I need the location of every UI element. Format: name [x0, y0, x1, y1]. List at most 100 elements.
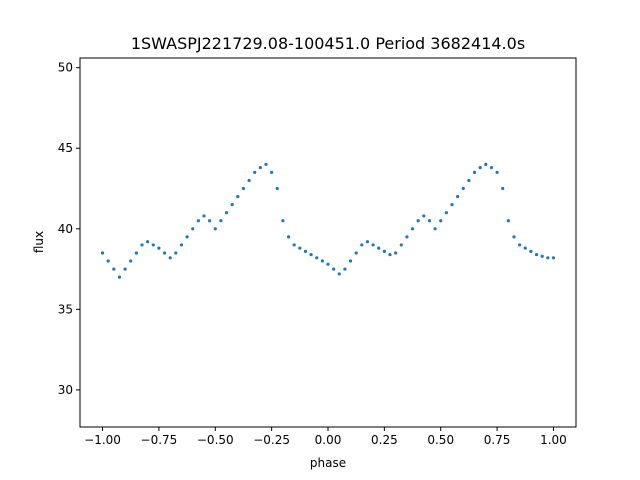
data-point: [495, 170, 499, 175]
data-point: [253, 170, 257, 175]
data-point: [224, 211, 229, 215]
data-point: [337, 272, 341, 276]
y-tick-label: 50: [58, 61, 73, 75]
data-point: [410, 227, 415, 231]
data-point: [275, 186, 279, 191]
data-point: [236, 194, 240, 199]
data-points: [100, 162, 556, 279]
data-point: [117, 275, 122, 279]
data-point: [365, 240, 370, 244]
data-point: [112, 267, 116, 271]
data-point: [416, 219, 420, 223]
y-tick-label: 30: [58, 383, 73, 397]
y-axis-label: flux: [32, 231, 46, 253]
data-point: [461, 186, 465, 191]
x-tick-label: −1.00: [84, 433, 121, 447]
data-point: [179, 243, 184, 247]
x-tick-label: 1.00: [540, 433, 567, 447]
data-point: [264, 162, 268, 166]
x-tick-label: −0.25: [253, 433, 290, 447]
data-point: [241, 186, 246, 191]
data-point: [433, 227, 437, 231]
data-point: [382, 249, 386, 253]
data-point: [472, 170, 477, 175]
data-point: [286, 235, 291, 239]
data-point: [332, 267, 336, 271]
data-point: [106, 259, 110, 263]
data-point: [489, 165, 494, 170]
data-point: [123, 267, 127, 271]
data-point: [343, 267, 347, 271]
data-point: [427, 219, 432, 223]
data-point: [230, 203, 234, 207]
data-point: [315, 256, 319, 260]
data-point: [134, 251, 138, 255]
data-point: [529, 249, 533, 253]
data-point: [399, 243, 403, 247]
data-point: [157, 246, 161, 250]
data-point: [540, 254, 544, 258]
data-point: [129, 259, 133, 263]
y-tick-label: 40: [58, 222, 73, 236]
data-point: [377, 246, 381, 250]
data-point: [185, 235, 189, 239]
data-point: [506, 219, 510, 223]
data-point: [348, 259, 353, 263]
x-tick-label: −0.50: [197, 433, 234, 447]
data-point: [320, 259, 324, 263]
data-point: [467, 178, 471, 183]
data-point: [371, 243, 375, 247]
plot-area: [80, 58, 576, 427]
data-point: [174, 251, 178, 255]
data-point: [518, 243, 522, 247]
data-point: [439, 219, 443, 223]
y-axis: 30 35 40 45 50: [58, 61, 80, 397]
data-point: [281, 219, 285, 223]
data-point: [456, 194, 460, 199]
data-point: [309, 252, 313, 257]
data-point: [146, 240, 150, 244]
data-point: [196, 219, 200, 223]
y-tick-label: 35: [58, 302, 73, 316]
x-tick-label: 0.25: [371, 433, 398, 447]
data-point: [100, 251, 105, 255]
data-point: [292, 243, 296, 247]
data-point: [298, 246, 302, 250]
x-tick-label: 0.50: [427, 433, 454, 447]
data-point: [213, 227, 217, 231]
data-point: [258, 165, 262, 170]
x-axis: −1.00 −0.75 −0.50 −0.25 0.00 0.25 0.50 0.75 1.00: [84, 427, 567, 447]
data-point: [270, 170, 274, 175]
data-point: [247, 178, 251, 183]
data-point: [191, 227, 195, 231]
data-point: [202, 214, 206, 218]
data-point: [354, 251, 358, 255]
data-point: [388, 252, 392, 257]
x-tick-label: −0.75: [141, 433, 178, 447]
data-point: [219, 219, 223, 223]
data-point: [394, 251, 398, 255]
data-point: [405, 235, 409, 239]
data-point: [303, 249, 308, 253]
data-point: [484, 162, 488, 166]
data-point: [151, 243, 155, 247]
x-tick-label: 0.75: [484, 433, 511, 447]
data-point: [326, 262, 330, 266]
data-point: [360, 243, 364, 247]
data-point: [422, 214, 426, 218]
y-tick-label: 45: [58, 141, 73, 155]
data-point: [512, 235, 516, 239]
data-point: [523, 246, 527, 250]
data-point: [208, 219, 212, 223]
data-point: [450, 203, 454, 207]
chart-title: 1SWASPJ221729.08-100451.0 Period 3682414…: [131, 34, 525, 53]
data-point: [140, 243, 144, 247]
x-axis-label: phase: [310, 456, 346, 470]
data-point: [534, 252, 539, 257]
x-tick-label: 0.00: [315, 433, 342, 447]
data-point: [168, 256, 172, 260]
data-point: [551, 256, 556, 260]
data-point: [162, 251, 167, 255]
data-point: [444, 211, 448, 215]
